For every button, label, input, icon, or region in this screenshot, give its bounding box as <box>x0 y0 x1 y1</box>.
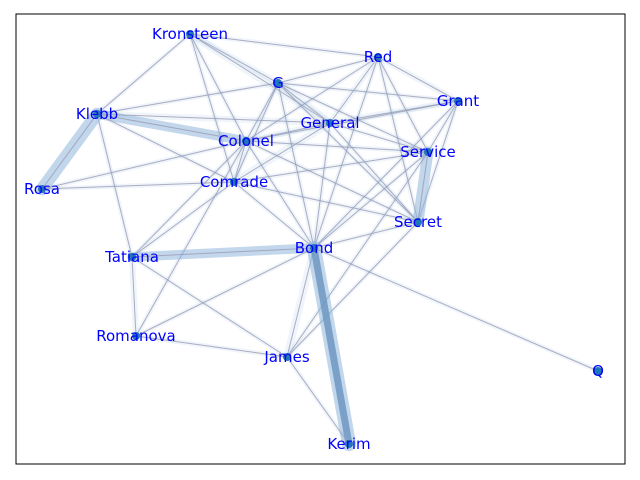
node-label-bond: Bond <box>295 239 334 257</box>
node-label-tatiana: Tatiana <box>104 248 159 266</box>
node-label-general: General <box>300 114 359 132</box>
edge-rosa-colonel <box>41 140 247 190</box>
edge-colonel-service <box>245 140 429 153</box>
edge-klebb-rosa <box>41 113 98 190</box>
edge-comrade-tatiana <box>131 181 235 258</box>
node-label-service: Service <box>400 143 455 161</box>
node-label-romanova: Romanova <box>96 327 175 345</box>
node-g <box>274 79 282 87</box>
edge-kronsteen-klebb <box>96 33 191 115</box>
node-label-q: Q <box>592 362 604 380</box>
edge-james-kerim <box>286 356 350 445</box>
node-bond <box>310 244 318 252</box>
node-red <box>374 53 382 61</box>
edge-g-secret <box>277 82 419 223</box>
edge-kronsteen-comrade <box>189 33 235 183</box>
node-tatiana <box>128 253 136 261</box>
edge-klebb-tatiana <box>96 113 133 258</box>
edge-bond-tatiana <box>131 247 315 258</box>
edge-red-g <box>277 56 379 84</box>
edge-comrade-bond <box>233 181 315 249</box>
edge-grant-bond <box>313 100 459 249</box>
edge-g-general <box>277 82 331 124</box>
node-label-grant: Grant <box>437 92 479 110</box>
edge-red-general <box>329 56 379 124</box>
node-label-kronsteen: Kronsteen <box>152 25 228 43</box>
edge-grant-service <box>427 100 459 153</box>
node-service <box>424 148 432 156</box>
edge-kronsteen-general <box>189 33 331 124</box>
edge-general-bond <box>313 122 331 249</box>
edge-tatiana-romanova <box>131 256 137 337</box>
edge-tatiana-james <box>131 256 288 358</box>
node-label-rosa: Rosa <box>24 180 60 198</box>
edge-red-secret <box>377 56 419 223</box>
node-grant <box>454 97 462 105</box>
edge-grant-colonel <box>245 100 459 142</box>
node-klebb <box>93 110 101 118</box>
node-label-kerim: Kerim <box>327 435 370 453</box>
edge-g-bond <box>277 82 315 249</box>
edge-secret-bond <box>313 221 419 249</box>
node-label-g: G <box>272 74 284 92</box>
edge-general-comrade <box>233 122 331 183</box>
node-kerim <box>345 440 353 448</box>
edge-g-colonel <box>245 82 279 142</box>
edge-klebb-comrade <box>96 113 235 183</box>
edge-colonel-tatiana <box>131 140 247 258</box>
edge-klebb-general <box>96 113 331 124</box>
edge-red-service <box>377 56 429 153</box>
node-label-comrade: Comrade <box>200 173 268 191</box>
plot-frame <box>15 13 626 465</box>
edge-red-bond <box>313 56 379 249</box>
node-comrade <box>230 178 238 186</box>
node-colonel <box>242 137 250 145</box>
edge-service-secret <box>417 151 429 223</box>
node-romanova <box>132 332 140 340</box>
edge-general-service <box>329 122 429 153</box>
edge-kronsteen-g <box>189 33 279 84</box>
edges-layer <box>35 30 601 452</box>
node-label-red: Red <box>364 48 393 66</box>
edge-g-comrade <box>233 82 279 183</box>
edge-service-james <box>286 151 429 358</box>
node-label-james: James <box>263 348 309 366</box>
edge-bond-james <box>286 247 315 358</box>
edge-colonel-bond <box>245 140 315 249</box>
edge-colonel-romanova <box>135 140 247 337</box>
node-label-colonel: Colonel <box>218 132 274 150</box>
node-q <box>594 367 602 375</box>
nodes-layer <box>38 30 602 448</box>
labels-layer: Kronsteen Red G Grant Klebb General Colonel Ser… <box>24 25 604 453</box>
edge-kronsteen-red <box>189 33 379 58</box>
edge-g-grant <box>277 82 459 102</box>
node-rosa <box>38 185 46 193</box>
edge-kronsteen-colonel <box>189 33 247 142</box>
node-james <box>283 353 291 361</box>
node-kronsteen <box>186 30 194 38</box>
edge-g-service <box>277 82 429 153</box>
edge-general-colonel <box>245 122 331 142</box>
edge-secret-james <box>286 221 419 358</box>
edge-g-klebb <box>96 82 279 115</box>
node-label-klebb: Klebb <box>76 105 118 123</box>
edge-service-comrade <box>233 151 429 183</box>
edge-comrade-secret <box>233 181 419 223</box>
node-general <box>326 119 334 127</box>
edge-klebb-colonel <box>96 113 247 142</box>
edge-general-secret <box>329 122 419 223</box>
edge-bond-kerim <box>310 247 353 445</box>
edge-colonel-comrade <box>233 140 247 183</box>
edge-red-grant <box>377 56 459 102</box>
edge-rosa-comrade <box>41 181 235 190</box>
edge-romanova-james <box>135 335 288 358</box>
edge-service-bond <box>313 151 429 249</box>
edge-bond-q <box>313 247 599 372</box>
node-secret <box>414 218 422 226</box>
node-label-secret: Secret <box>394 213 442 231</box>
edge-bond-romanova <box>135 247 315 337</box>
